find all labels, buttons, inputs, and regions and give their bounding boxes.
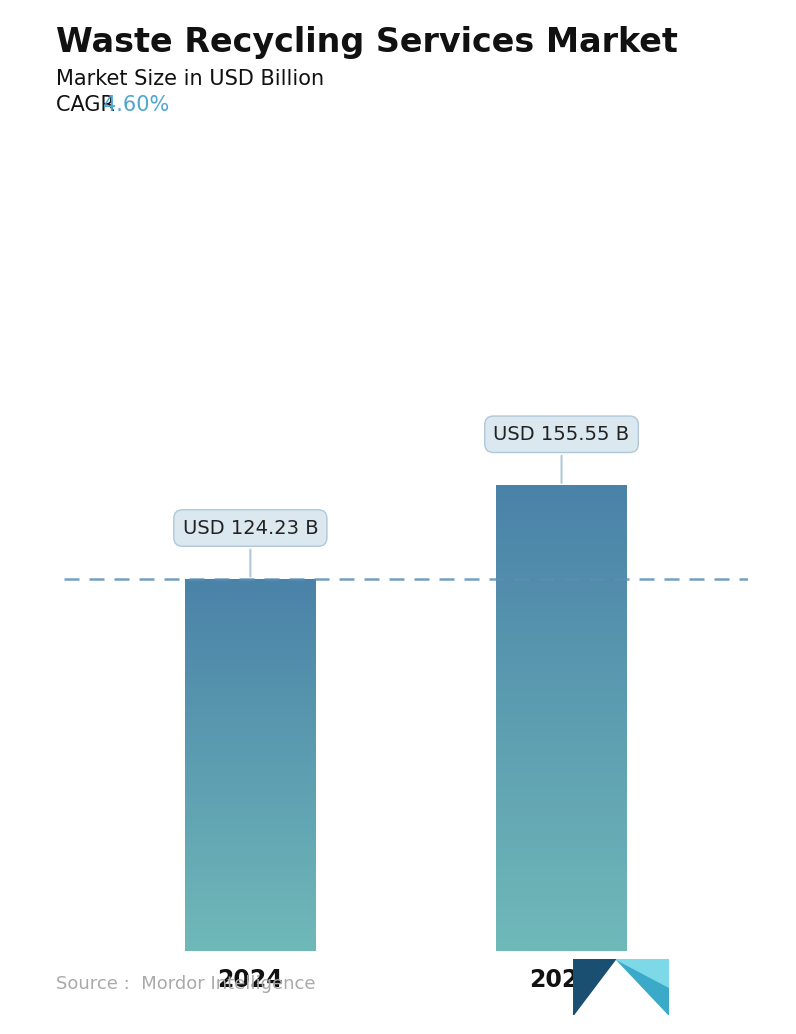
Text: Waste Recycling Services Market: Waste Recycling Services Market bbox=[56, 26, 677, 59]
Polygon shape bbox=[573, 959, 616, 1015]
Text: USD 124.23 B: USD 124.23 B bbox=[182, 518, 318, 577]
Text: Source :  Mordor Intelligence: Source : Mordor Intelligence bbox=[56, 975, 315, 994]
Text: Market Size in USD Billion: Market Size in USD Billion bbox=[56, 69, 324, 89]
Text: CAGR: CAGR bbox=[56, 95, 121, 115]
Text: USD 155.55 B: USD 155.55 B bbox=[494, 425, 630, 483]
Text: 4.60%: 4.60% bbox=[103, 95, 170, 115]
Polygon shape bbox=[616, 959, 669, 986]
Polygon shape bbox=[616, 959, 669, 1015]
